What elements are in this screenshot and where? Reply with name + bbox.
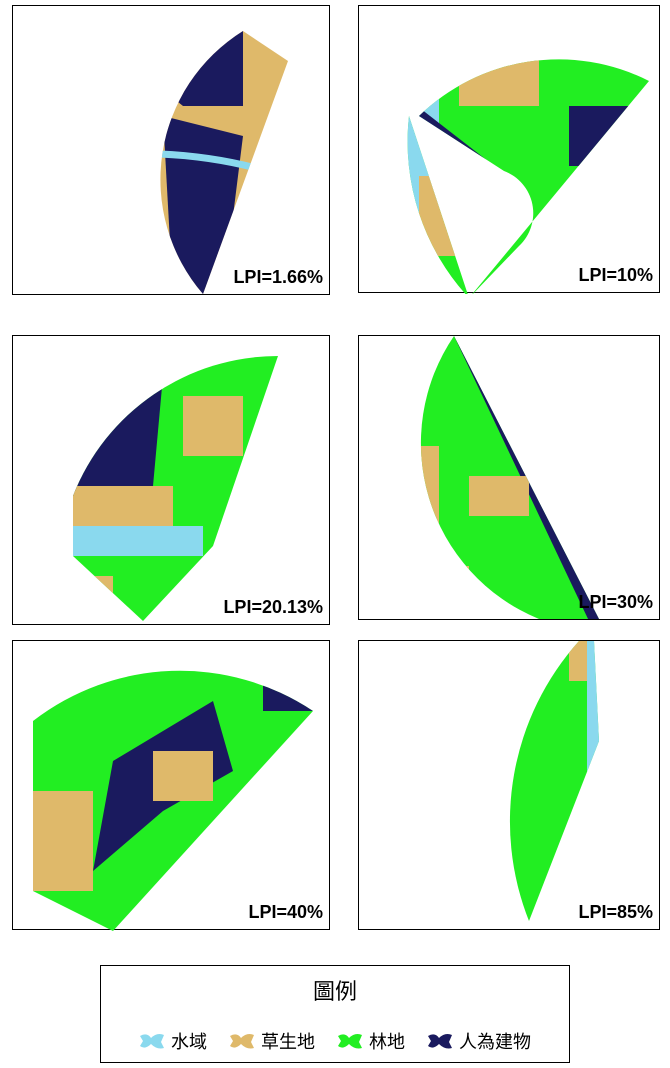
legend-title: 圖例	[101, 974, 569, 1006]
lpi-label: LPI=10%	[578, 265, 653, 286]
legend-swatch	[139, 1032, 165, 1050]
map-panel: LPI=1.66%	[12, 5, 330, 295]
map-panel: LPI=10%	[358, 5, 660, 293]
legend-item: 人為建物	[427, 1028, 531, 1054]
map	[359, 336, 661, 621]
legend: 圖例 水域 草生地 林地 人為建物	[100, 965, 570, 1063]
legend-swatch	[427, 1032, 453, 1050]
map	[13, 6, 331, 296]
page: LPI=1.66% LPI=10% LPI=20.13% LPI=30% LPI…	[0, 0, 670, 1068]
legend-swatch	[337, 1032, 363, 1050]
legend-swatch	[229, 1032, 255, 1050]
legend-items: 水域 草生地 林地 人為建物	[101, 1028, 569, 1054]
lpi-label: LPI=40%	[248, 902, 323, 923]
map-panel: LPI=40%	[12, 640, 330, 930]
map-panel: LPI=20.13%	[12, 335, 330, 625]
map-panel: LPI=30%	[358, 335, 660, 620]
legend-label: 草生地	[261, 1028, 315, 1054]
map	[359, 6, 661, 294]
swatch-shape	[428, 1034, 452, 1049]
legend-label: 水域	[171, 1028, 207, 1054]
lpi-label: LPI=30%	[578, 592, 653, 613]
lpi-label: LPI=1.66%	[233, 267, 323, 288]
lpi-label: LPI=85%	[578, 902, 653, 923]
swatch-shape	[140, 1034, 164, 1049]
map	[359, 641, 661, 931]
swatch-shape	[338, 1034, 362, 1049]
legend-label: 林地	[369, 1028, 405, 1054]
map	[13, 641, 331, 931]
legend-item: 草生地	[229, 1028, 315, 1054]
map-panel: LPI=85%	[358, 640, 660, 930]
legend-item: 林地	[337, 1028, 405, 1054]
legend-item: 水域	[139, 1028, 207, 1054]
legend-label: 人為建物	[459, 1028, 531, 1054]
swatch-shape	[230, 1034, 254, 1049]
map	[13, 336, 331, 626]
lpi-label: LPI=20.13%	[223, 597, 323, 618]
